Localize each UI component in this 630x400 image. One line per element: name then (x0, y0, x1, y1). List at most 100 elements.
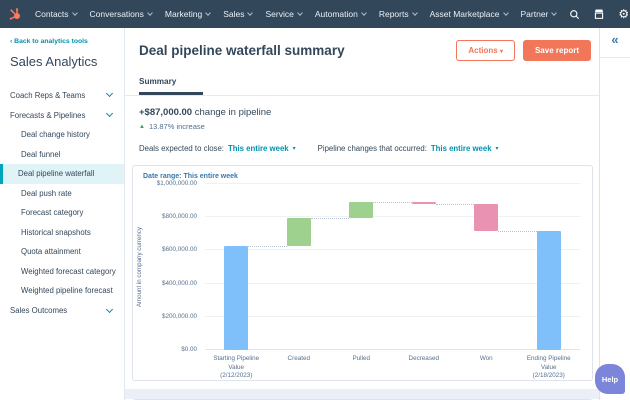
waterfall-connector (435, 204, 475, 206)
delta-percent: 13.87% increase (148, 122, 205, 131)
chevron-down-icon (147, 9, 153, 16)
chevron-down-icon (502, 9, 509, 16)
waterfall-bar-2[interactable] (349, 202, 374, 219)
actions-button-label: Actions (468, 46, 498, 55)
waterfall-bar-4[interactable] (474, 204, 499, 232)
section-gap (125, 389, 599, 399)
change-label: change in pipeline (194, 107, 272, 118)
chevron-down-icon (71, 9, 78, 16)
chevron-down-icon (205, 9, 212, 16)
top-nav: Contacts Conversations Marketing Sales S… (0, 0, 630, 28)
marketplace-icon[interactable] (593, 8, 605, 20)
rail-divider (600, 57, 630, 58)
change-amount: +$87,000.00 (139, 107, 193, 118)
nav-item-contacts[interactable]: Contacts (35, 9, 78, 19)
y-tick-label: $1,000,000.00 (156, 180, 197, 187)
date-range-link[interactable]: Date range: This entire week (143, 173, 238, 180)
occurred-filter-dropdown[interactable]: This entire week (430, 144, 492, 153)
chevron-down-icon (296, 9, 303, 16)
y-tick-label: $400,000.00 (161, 279, 197, 287)
nav-item-label: Service (265, 9, 294, 19)
back-chevron-icon: ‹ (10, 38, 13, 45)
x-axis-label: Decreased (408, 355, 439, 362)
y-axis-title: Amount in company currency (136, 226, 143, 308)
nav-item-automation[interactable]: Automation (315, 9, 367, 19)
chevron-down-icon (360, 9, 367, 16)
tab-summary[interactable]: Summary (139, 77, 204, 95)
gridline (205, 183, 580, 184)
gridline (205, 216, 580, 218)
y-tick-label: $200,000.00 (161, 312, 197, 320)
sidebar-item-historical-snapshots[interactable]: Historical snapshots (21, 227, 91, 237)
caret-down-icon[interactable]: ▾ (495, 146, 499, 152)
y-axis: $0.00 $200,000.00 $400,000.00 $600,000.00 $8… (145, 180, 201, 353)
nav-item-service[interactable]: Service (265, 9, 303, 19)
save-report-button[interactable]: Save report (522, 40, 591, 61)
sidebar-group-forecasts-pipelines[interactable]: Forecasts & Pipelines (0, 105, 124, 125)
waterfall-bar-0[interactable] (224, 245, 249, 350)
nav-item-label: Partner (520, 9, 549, 19)
waterfall-chart-card: Date range: This entire week Amount in c… (132, 165, 593, 381)
y-tick-label: $800,000.00 (161, 213, 197, 221)
gridline (205, 282, 580, 284)
back-link-label: Back to analytics tools (14, 38, 88, 45)
sidebar-title: Sales Analytics (10, 54, 98, 69)
sidebar-item-weighted-forecast-category[interactable]: Weighted forecast category (21, 266, 116, 276)
group-label: Sales Outcomes (10, 306, 68, 315)
y-tick-label: $0.00 (181, 346, 197, 353)
tab-bar: Summary (125, 71, 599, 96)
nav-item-conversations[interactable]: Conversations (90, 9, 153, 19)
nav-item-label: Marketing (164, 9, 203, 19)
waterfall-connector (310, 218, 350, 220)
waterfall-bar-5[interactable] (536, 231, 561, 350)
search-icon[interactable] (569, 9, 580, 20)
chevron-down-icon (105, 305, 114, 313)
nav-item-partner[interactable]: Partner (520, 9, 558, 19)
caret-down-icon[interactable]: ▾ (292, 146, 296, 152)
chevron-down-icon (105, 89, 114, 98)
x-axis-label: Ending Pipeline Value (2/18/2023) (526, 355, 571, 379)
sidebar-item-weighted-pipeline-forecast[interactable]: Weighted pipeline forecast (21, 286, 113, 296)
group-label: Forecasts & Pipelines (10, 110, 86, 120)
gridline (205, 349, 580, 350)
close-filter-label: Deals expected to close: (139, 144, 224, 153)
group-label: Coach Reps & Teams (10, 90, 86, 100)
chevron-down-icon (551, 9, 558, 16)
x-axis-label: Created (287, 355, 310, 362)
waterfall-bar-1[interactable] (286, 218, 311, 246)
nav-item-reports[interactable]: Reports (378, 9, 418, 19)
sidebar-item-deal-change-history[interactable]: Deal change history (21, 130, 90, 140)
x-axis-labels: Starting Pipeline Value (2/12/2023) Creat… (205, 355, 580, 381)
waterfall-connector (373, 202, 412, 204)
caret-down-icon: ▾ (499, 49, 503, 55)
sidebar-item-forecast-category[interactable]: Forecast category (21, 208, 84, 218)
x-axis-label: Pulled (352, 355, 370, 362)
collapse-panel-icon[interactable]: « (611, 32, 619, 47)
settings-gear-icon[interactable]: ⚙ (618, 7, 630, 21)
close-filter-dropdown[interactable]: This entire week (227, 144, 289, 153)
main-content: Deal pipeline waterfall summary Actions … (125, 28, 599, 400)
back-to-analytics-link[interactable]: ‹ Back to analytics tools (0, 38, 124, 45)
nav-item-asset-marketplace[interactable]: Asset Marketplace (429, 9, 509, 19)
chevron-down-icon (105, 109, 114, 118)
x-axis-label: Starting Pipeline Value (2/12/2023) (213, 355, 260, 379)
sidebar-item-deal-push-rate[interactable]: Deal push rate (21, 188, 72, 198)
nav-item-label: Reports (378, 9, 409, 19)
actions-button[interactable]: Actions ▾ (456, 40, 515, 61)
sidebar-group-sales-outcomes[interactable]: Sales Outcomes (0, 301, 124, 321)
sidebar-item-deal-pipeline-waterfall[interactable]: Deal pipeline waterfall (0, 164, 124, 184)
nav-item-label: Asset Marketplace (429, 9, 500, 19)
chevron-down-icon (411, 9, 418, 16)
sidebar-group-coach-reps-teams[interactable]: Coach Reps & Teams (0, 85, 124, 105)
sidebar-item-deal-funnel[interactable]: Deal funnel (21, 149, 61, 159)
waterfall-connector (498, 231, 537, 233)
help-button[interactable]: Help (595, 364, 625, 394)
hubspot-logo-icon[interactable] (8, 7, 23, 22)
waterfall-bar-3[interactable] (411, 202, 436, 205)
waterfall-connector (248, 245, 287, 247)
page-title: Deal pipeline waterfall summary (139, 43, 345, 58)
nav-item-sales[interactable]: Sales (223, 9, 254, 19)
sidebar-item-quota-attainment[interactable]: Quota attainment (21, 247, 81, 257)
nav-item-marketing[interactable]: Marketing (164, 9, 212, 19)
y-tick-label: $600,000.00 (161, 246, 197, 254)
